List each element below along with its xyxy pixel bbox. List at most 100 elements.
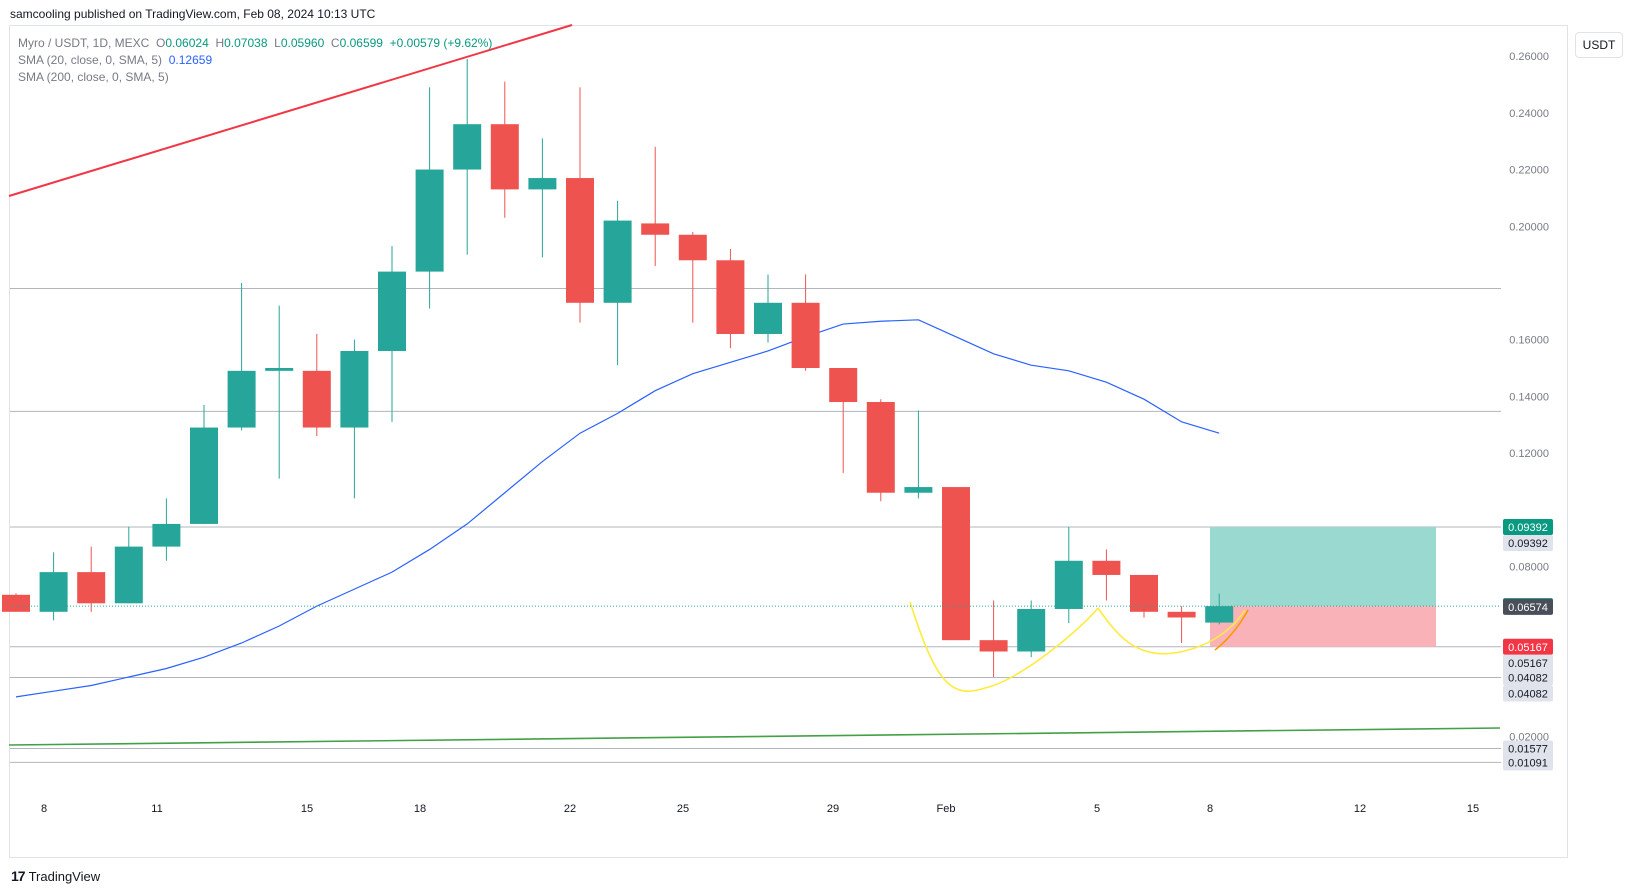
x-axis-tick-label: 12 [1354, 803, 1366, 815]
chart-legend: Myro / USDT, 1D, MEXC O0.06024 H0.07038 … [18, 35, 492, 86]
x-axis-tick-label: 29 [827, 803, 839, 815]
candle-body[interactable] [829, 368, 858, 403]
high-value: 0.07038 [224, 36, 268, 50]
price-tag[interactable] [1503, 669, 1553, 686]
price-tag-label: 0.01091 [1508, 757, 1548, 769]
price-tag[interactable] [1503, 638, 1553, 655]
currency-unit-button[interactable]: USDT [1575, 32, 1623, 58]
price-tag[interactable] [1503, 518, 1553, 535]
candle-body[interactable] [2, 594, 30, 612]
close-label: C [330, 36, 340, 50]
candle-body[interactable] [641, 223, 670, 235]
x-axis-tick-label: 15 [1467, 803, 1479, 815]
low-value: 0.05960 [280, 36, 325, 50]
y-axis-tick-label: 0.26000 [1509, 51, 1549, 63]
resistance-trendline[interactable] [8, 24, 573, 197]
candle-body[interactable] [979, 640, 1008, 652]
tradingview-logo[interactable]: 17 TradingView [11, 868, 100, 884]
x-axis-tick-label: 8 [41, 803, 47, 815]
x-axis-tick-label: Feb [937, 803, 956, 815]
candle-body[interactable] [490, 124, 519, 190]
price-tag-label: 0.05167 [1508, 642, 1548, 654]
candle-body[interactable] [378, 271, 406, 351]
handle-pattern-curve[interactable] [1097, 607, 1246, 655]
candle-body[interactable] [904, 487, 933, 493]
high-label: H [215, 36, 225, 50]
y-axis-tick-label: 0.20000 [1509, 221, 1549, 233]
y-axis-tick-label: 0.16000 [1509, 335, 1549, 347]
sma200-row[interactable]: SMA (200, close, 0, SMA, 5) [18, 69, 492, 86]
handle-breakout-curve[interactable] [1214, 609, 1249, 651]
support-trendline[interactable] [8, 727, 1501, 746]
candle-body[interactable] [942, 487, 970, 641]
price-tag-label: 0.09392 [1508, 522, 1548, 534]
candle-body[interactable] [190, 427, 218, 524]
low-label: L [274, 36, 281, 50]
candle-body[interactable] [265, 368, 294, 371]
price-tag-label: 0.04082 [1508, 689, 1548, 701]
change-value: +0.00579 (+9.62%) [389, 36, 493, 50]
candle-body[interactable] [415, 169, 444, 272]
candle-body[interactable] [603, 220, 632, 303]
open-label: O [156, 36, 166, 50]
symbol-label[interactable]: Myro / USDT, 1D, MEXC [18, 36, 150, 50]
candle-body[interactable] [1167, 611, 1196, 618]
y-axis-tick-label: 0.24000 [1509, 108, 1549, 120]
open-value: 0.06024 [165, 36, 209, 50]
price-tag-label: 0.05167 [1508, 658, 1548, 670]
candle-body[interactable] [227, 370, 256, 428]
cup-pattern-curve[interactable] [909, 601, 1099, 693]
price-tag-label: 0.06574 [1508, 602, 1548, 614]
candle-body[interactable] [791, 302, 820, 368]
price-tag[interactable] [1503, 598, 1553, 615]
x-axis-tick-label: 15 [301, 803, 313, 815]
candle-body[interactable] [754, 302, 782, 334]
x-axis-tick-label: 22 [564, 803, 576, 815]
tradingview-mark-icon: 17 [11, 868, 26, 884]
y-axis-tick-label: 0.12000 [1509, 448, 1549, 460]
sma20-row[interactable]: SMA (20, close, 0, SMA, 5) 0.12659 [18, 52, 492, 69]
price-tag[interactable] [1503, 685, 1553, 702]
chart-frame [9, 25, 1568, 858]
candle-body[interactable] [1205, 606, 1234, 623]
candle-body[interactable] [453, 124, 482, 170]
x-axis-tick-label: 8 [1207, 803, 1213, 815]
candle-body[interactable] [152, 523, 181, 547]
candle-body[interactable] [678, 234, 707, 261]
price-tag[interactable] [1503, 654, 1553, 671]
candle-body[interactable] [1017, 608, 1046, 652]
candle-body[interactable] [340, 350, 369, 428]
candle-body[interactable] [716, 260, 745, 334]
price-tag[interactable] [1503, 740, 1553, 757]
x-axis-tick-label: 5 [1094, 803, 1100, 815]
candle-body[interactable] [114, 546, 143, 604]
y-axis-tick-label: 0.14000 [1509, 391, 1549, 403]
price-tag[interactable] [1503, 754, 1553, 771]
x-axis-tick-label: 11 [151, 803, 162, 815]
y-axis-tick-label: 0.08000 [1509, 561, 1549, 573]
candle-body[interactable] [302, 370, 331, 428]
x-axis-tick-label: 25 [677, 803, 689, 815]
take-profit-zone[interactable] [1210, 526, 1436, 607]
stop-loss-zone[interactable] [1210, 606, 1436, 647]
price-tag-label: 0.09392 [1508, 538, 1548, 550]
sma20-line[interactable] [15, 319, 1220, 698]
candle-body[interactable] [866, 402, 895, 493]
tradingview-wordmark: TradingView [28, 868, 101, 884]
price-tag[interactable] [1503, 534, 1553, 551]
candle-body[interactable] [1054, 560, 1083, 609]
candle-body[interactable] [566, 178, 594, 303]
price-tag-label: 0.01577 [1508, 744, 1548, 756]
sma200-label: SMA (200, close, 0, SMA, 5) [18, 70, 169, 84]
candle-body[interactable] [1130, 574, 1158, 612]
ohlc-row: Myro / USDT, 1D, MEXC O0.06024 H0.07038 … [18, 35, 492, 52]
candle-body[interactable] [77, 572, 106, 604]
sma20-label: SMA (20, close, 0, SMA, 5) [18, 53, 163, 67]
candle-body[interactable] [1092, 560, 1121, 575]
publisher-header: samcooling published on TradingView.com,… [10, 7, 376, 21]
sma20-value: 0.12659 [168, 53, 213, 67]
candle-body[interactable] [39, 572, 68, 612]
price-tag-label: 0.04082 [1508, 673, 1548, 685]
candle-body[interactable] [528, 178, 557, 190]
